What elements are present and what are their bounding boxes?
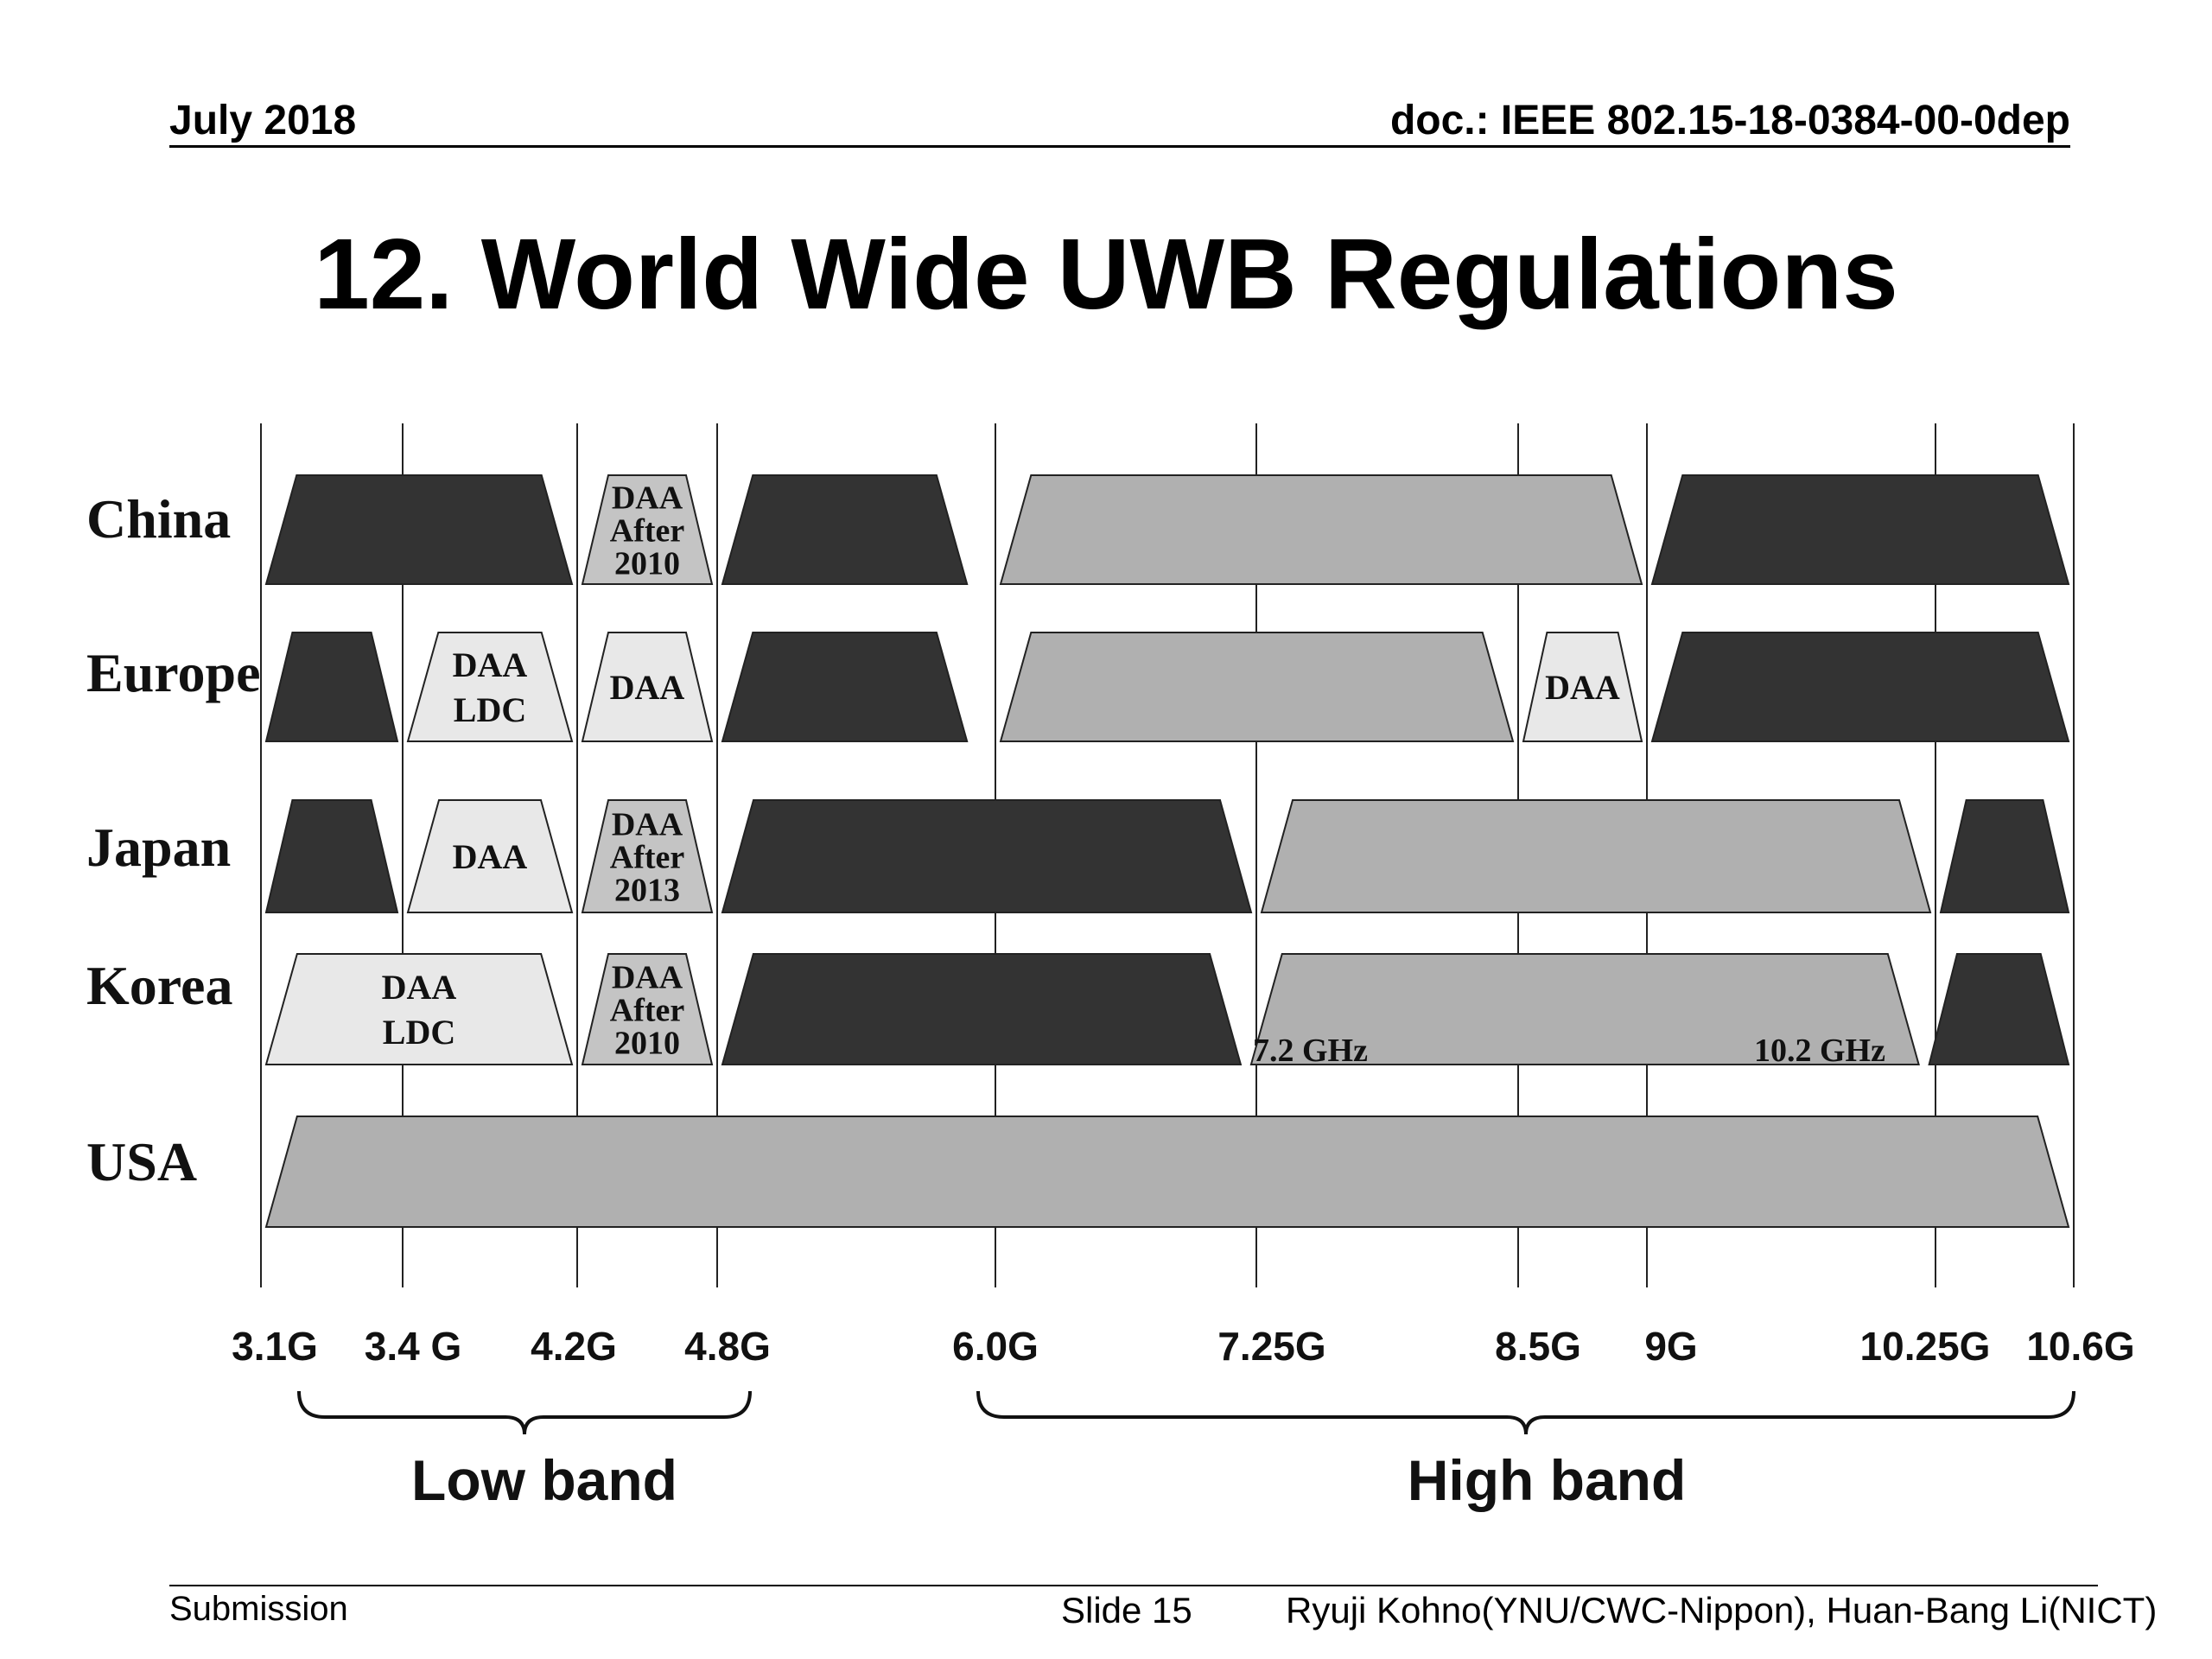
frequency-tick-label: 6.0G [952, 1324, 1039, 1369]
band-block-label: 2013 [614, 872, 680, 908]
band-block-label: DAA [610, 668, 685, 707]
band-block-korea-2 [721, 953, 1243, 1065]
band-block-label: DAA [612, 806, 683, 842]
high-band-label: High band [1408, 1448, 1687, 1512]
frequency-tick-label: 3.1G [232, 1324, 318, 1369]
band-block-europe-6 [1650, 632, 2070, 742]
region-label-usa: USA [86, 1131, 197, 1192]
frequency-tick-label: 4.2G [531, 1324, 617, 1369]
band-block-europe-2 [581, 632, 714, 742]
band-block-korea-4 [1928, 953, 2070, 1065]
band-block-label: After [610, 512, 685, 549]
header-doc-id: doc.: IEEE 802.15-18-0384-00-0dep [1389, 98, 2070, 143]
footer-submission: Submission [169, 1590, 348, 1628]
band-block-label: After [610, 992, 685, 1028]
band-block-china-2 [721, 474, 969, 585]
band-block-label: DAA [453, 645, 528, 684]
band-block-label: DAA [453, 837, 528, 876]
band-block-label: DAA [1545, 668, 1620, 707]
band-block-europe-3 [721, 632, 969, 742]
band-block-korea-0 [264, 953, 574, 1065]
band-block-china-0 [264, 474, 574, 585]
band-block-usa-0 [264, 1116, 2070, 1228]
band-block-label: LDC [454, 690, 526, 729]
slide-title: 12. World Wide UWB Regulations [314, 218, 1898, 330]
header-date: July 2018 [169, 98, 357, 143]
region-label-europe: Europe [86, 642, 261, 703]
band-block-label: 2010 [614, 1025, 680, 1061]
band-block-europe-5 [1522, 632, 1643, 742]
band-block-label: DAA [612, 480, 683, 516]
frequency-tick-label: 8.5G [1495, 1324, 1581, 1369]
band-block-japan-3 [721, 799, 1253, 913]
frequency-tick-label: 4.8G [684, 1324, 771, 1369]
band-block-japan-5 [1939, 799, 2070, 913]
band-block-label: 2010 [614, 545, 680, 582]
header-rule [169, 145, 2070, 148]
footer-slide-number: Slide 15 [1061, 1590, 1192, 1630]
band-block-europe-4 [999, 632, 1515, 742]
band-block-europe-1 [406, 632, 574, 742]
band-block-china-4 [1650, 474, 2070, 585]
footer-rule [169, 1585, 2098, 1586]
band-block-label: DAA [382, 968, 457, 1007]
frequency-tick-label: 10.6G [2026, 1324, 2134, 1369]
band-block-label: LDC [383, 1013, 455, 1052]
frequency-annotation: 10.2 GHz [1754, 1033, 1885, 1069]
high-band-brace [976, 1390, 2075, 1435]
band-block-label: DAA [612, 959, 683, 995]
band-block-korea-1 [581, 953, 714, 1065]
band-block-korea-3 [1249, 953, 1920, 1065]
band-block-europe-0 [264, 632, 399, 742]
low-band-label: Low band [411, 1448, 677, 1512]
frequency-annotation: 7.2 GHz [1253, 1033, 1368, 1069]
frequency-tick-label: 9G [1644, 1324, 1697, 1369]
band-block-japan-0 [264, 799, 399, 913]
band-block-japan-4 [1260, 799, 1932, 913]
band-block-japan-1 [406, 799, 574, 913]
region-label-japan: Japan [86, 817, 231, 878]
low-band-brace [297, 1390, 752, 1435]
band-block-label: After [610, 839, 685, 875]
frequency-tick-label: 3.4 G [365, 1324, 462, 1369]
footer-authors: Ryuji Kohno(YNU/CWC-Nippon), Huan-Bang L… [1286, 1590, 2158, 1630]
region-label-korea: Korea [86, 955, 232, 1016]
region-label-china: China [86, 488, 231, 550]
frequency-tick-label: 10.25G [1860, 1324, 1991, 1369]
frequency-tick-label: 7.25G [1217, 1324, 1325, 1369]
band-block-japan-2 [581, 799, 714, 913]
band-block-china-1 [581, 474, 714, 585]
band-block-china-3 [999, 474, 1643, 585]
